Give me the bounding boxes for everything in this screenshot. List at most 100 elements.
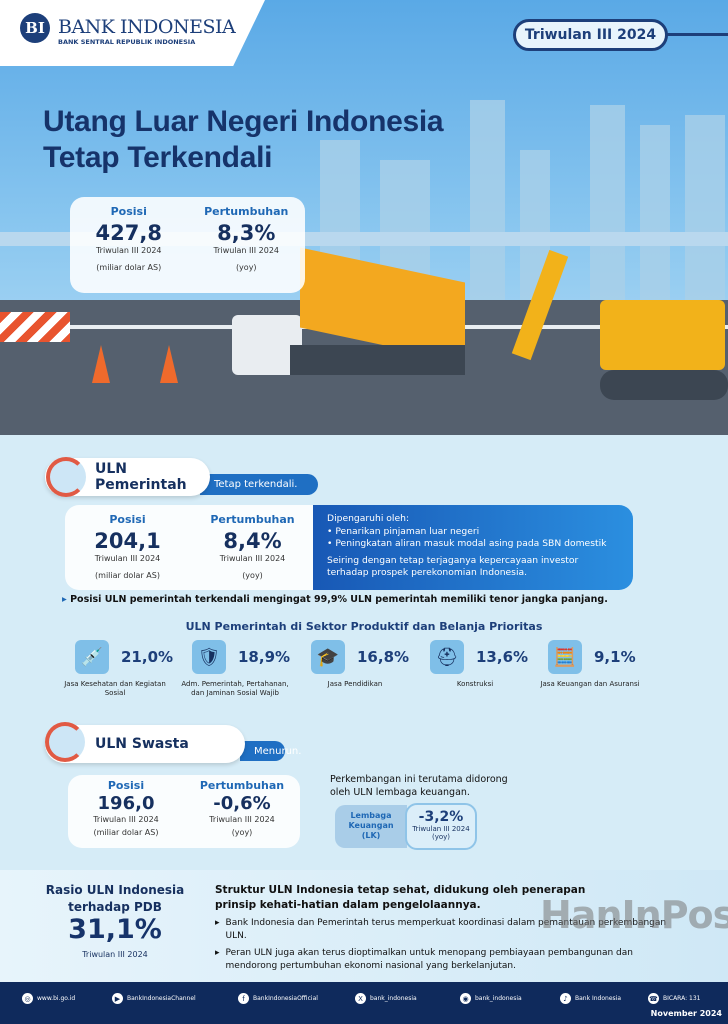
unit: (yoy) (242, 571, 263, 580)
gov-posisi: Posisi 204,1 Triwulan III 2024 (miliar d… (65, 505, 190, 590)
tower-icon (46, 457, 86, 497)
gov-tag: Tetap terkendali. (200, 474, 318, 495)
sector-value: 18,9% (238, 648, 291, 666)
link-text: bank_indonesia (475, 995, 522, 1002)
title-line-1: Utang Luar Negeri Indonesia (43, 105, 444, 138)
footer-link-instagram[interactable]: ◉ bank_indonesia (460, 993, 522, 1004)
sector-label: Jasa Kesehatan dan Kegiatan Sosial (64, 680, 166, 697)
value: 427,8 (95, 221, 162, 245)
lk-label: Lembaga Keuangan (LK) (335, 805, 407, 848)
private-tag: Menurun. (240, 741, 301, 761)
info-item: • Peningkatan aliran masuk modal asing p… (327, 538, 607, 549)
label: Pertumbuhan (199, 779, 285, 792)
bullet-arrow-icon: ▸ (215, 948, 220, 958)
info-item: • Penarikan pinjaman luar negeri (327, 525, 480, 537)
period: Triwulan III 2024 (93, 815, 159, 824)
total-stats: Posisi 427,8 Triwulan III 2024 (miliar d… (70, 197, 305, 293)
hard-hat-icon: ⛑ (430, 640, 464, 674)
traffic-cone (92, 345, 110, 383)
lk-unit: (yoy) (431, 833, 451, 841)
sector-item: 🎓 16,8% (311, 640, 409, 674)
page-title: Utang Luar Negeri Indonesia Tetap Terken… (43, 104, 444, 176)
value: 196,0 (97, 793, 155, 814)
sector-item: ⛑ 13,6% (430, 640, 528, 674)
lk-value: -3,2% (418, 809, 464, 825)
gov-highlight: ▸ Posisi ULN pemerintah terkendali mengi… (62, 594, 608, 605)
value: 204,1 (94, 529, 161, 553)
bank-indonesia-logo: BI (20, 13, 50, 43)
private-posisi: Posisi 196,0 Triwulan III 2024 (miliar d… (68, 775, 184, 848)
info-item-text: Peningkatan aliran masuk modal asing pad… (335, 538, 607, 549)
tiktok-icon: ♪ (560, 993, 571, 1004)
link-text: BankIndonesiaOfficial (253, 995, 318, 1002)
footer-link-website[interactable]: ◎ www.bi.go.id (22, 993, 75, 1004)
footer-link-tiktok[interactable]: ♪ Bank Indonesia (560, 993, 621, 1004)
label: Pertumbuhan (204, 205, 289, 218)
building (590, 105, 625, 300)
youtube-icon: ▶ (112, 993, 123, 1004)
ratio-section (0, 870, 728, 982)
sector-item: 🛡 18,9% (192, 640, 290, 674)
bicara-icon: ☎ (648, 993, 659, 1004)
value: -0,6% (213, 793, 271, 814)
excavator-body (600, 300, 725, 370)
period: Triwulan III 2024 (213, 246, 280, 255)
gov-stats: Posisi 204,1 Triwulan III 2024 (miliar d… (65, 505, 315, 590)
sector-label: Konstruksi (456, 680, 494, 688)
ratio-value: 31,1% (68, 914, 162, 945)
label: Posisi (109, 513, 146, 526)
bullet-arrow-icon: ▸ (62, 594, 67, 605)
sector-label: Jasa Pendidikan (327, 680, 383, 688)
building-icon (45, 722, 85, 762)
period: Triwulan III 2024 (95, 246, 162, 255)
ratio-period: Triwulan III 2024 (82, 950, 148, 959)
link-text: Bank Indonesia (575, 995, 621, 1002)
footer: ◎ www.bi.go.id ▶ BankIndonesiaChannel f Ban… (0, 982, 728, 1024)
logo-name: BANK INDONESIA (58, 16, 236, 38)
logo-subtitle: BANK SENTRAL REPUBLIK INDONESIA (58, 38, 196, 46)
link-text: BankIndonesiaChannel (127, 995, 196, 1002)
unit: (miliar dolar AS) (93, 828, 159, 837)
total-posisi: Posisi 427,8 Triwulan III 2024 (miliar d… (70, 197, 188, 293)
ratio-bullets: ▸ Bank Indonesia dan Pemerintah terus mem… (215, 917, 685, 972)
ratio-heading: Struktur ULN Indonesia tetap sehat, didu… (215, 884, 586, 911)
info-heading: Dipengaruhi oleh: (327, 513, 410, 524)
label: Pertumbuhan (210, 513, 295, 526)
ratio-title: Rasio ULN Indonesia terhadap PDB (45, 883, 185, 914)
total-growth: Pertumbuhan 8,3% Triwulan III 2024 (yoy) (188, 197, 306, 293)
gov-growth: Pertumbuhan 8,4% Triwulan III 2024 (yoy) (190, 505, 315, 590)
info-item-text: Penarikan pinjaman luar negeri (335, 525, 480, 537)
sector-value: 9,1% (594, 648, 636, 666)
lk-stats: -3,2% Triwulan III 2024 (yoy) (405, 803, 477, 850)
value: 8,3% (217, 221, 276, 245)
sector-value: 13,6% (476, 648, 529, 666)
period-line (667, 33, 728, 36)
ratio-bullet: ▸ Peran ULN juga akan terus dioptimalkan … (215, 947, 685, 972)
dump-truck-chassis (290, 345, 465, 375)
facebook-icon: f (238, 993, 249, 1004)
traffic-cone (160, 345, 178, 383)
sector-label: Jasa Keuangan dan Asuransi (540, 680, 640, 688)
sector-label: Adm. Pemerintah, Pertahanan, dan Jaminan… (181, 680, 289, 697)
period: Triwulan III 2024 (219, 554, 286, 563)
sector-heading: ULN Pemerintah di Sektor Produktif dan B… (185, 620, 543, 633)
x-icon: X (355, 993, 366, 1004)
private-growth: Pertumbuhan -0,6% Triwulan III 2024 (yoy… (184, 775, 300, 848)
ratio-bullet: ▸ Bank Indonesia dan Pemerintah terus mem… (215, 917, 685, 942)
unit: (miliar dolar AS) (96, 263, 162, 272)
footer-link-bicara[interactable]: ☎ BICARA: 131 (648, 993, 701, 1004)
sector-value: 16,8% (357, 648, 410, 666)
link-text: bank_indonesia (370, 995, 417, 1002)
sector-item: 🧮 9,1% (548, 640, 636, 674)
value: 8,4% (223, 529, 282, 553)
sector-item: 💉 21,0% (75, 640, 173, 674)
syringe-icon: 💉 (75, 640, 109, 674)
link-text: www.bi.go.id (37, 995, 76, 1002)
label: Posisi (110, 205, 147, 218)
period: Triwulan III 2024 (94, 554, 161, 563)
footer-link-facebook[interactable]: f BankIndonesiaOfficial (238, 993, 318, 1004)
bullet-text: Bank Indonesia dan Pemerintah terus memp… (225, 918, 667, 941)
link-text: BICARA: 131 (663, 995, 701, 1002)
footer-link-youtube[interactable]: ▶ BankIndonesiaChannel (112, 993, 196, 1004)
